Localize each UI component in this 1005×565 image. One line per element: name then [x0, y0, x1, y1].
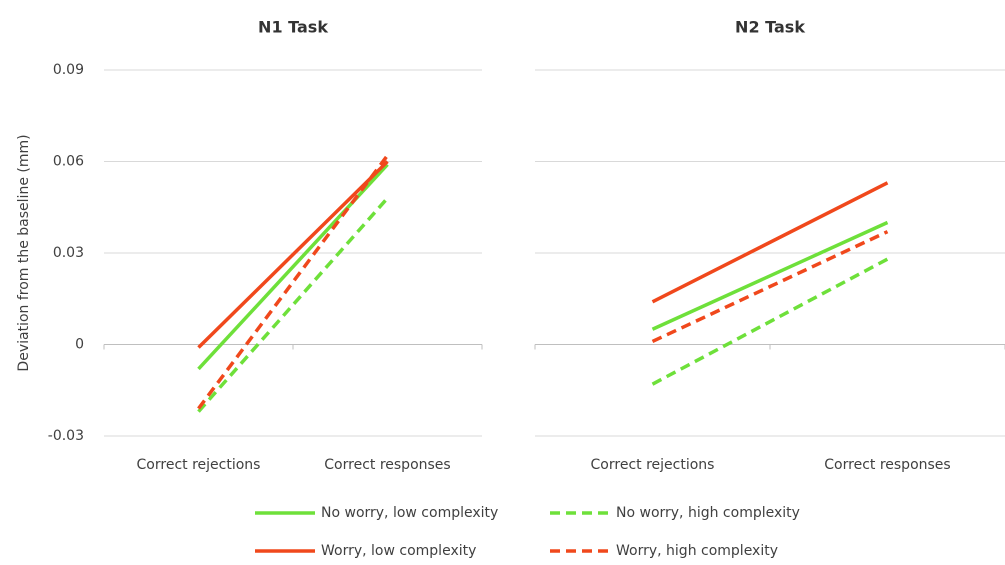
- series-line: [197, 160, 389, 349]
- y-tick-label: 0: [75, 337, 84, 353]
- legend-label: No worry, high complexity: [616, 505, 800, 521]
- series-line: [651, 230, 889, 344]
- y-axis-label: Deviation from the baseline (mm): [16, 134, 32, 371]
- series-line: [197, 196, 389, 413]
- series-line: [197, 154, 389, 410]
- x-tick-label: Correct responses: [824, 457, 950, 473]
- y-tick-label: 0.03: [53, 245, 84, 261]
- legend-label: No worry, low complexity: [321, 505, 498, 521]
- chart-title: N2 Task: [735, 18, 805, 37]
- chart-title: N1 Task: [258, 18, 328, 37]
- legend-label: Worry, high complexity: [616, 543, 778, 559]
- y-tick-label: -0.03: [48, 428, 84, 444]
- x-tick-label: Correct responses: [324, 457, 450, 473]
- x-tick-label: Correct rejections: [137, 457, 261, 473]
- y-tick-label: 0.06: [53, 154, 84, 170]
- series-line: [651, 181, 889, 304]
- series-line: [651, 220, 889, 331]
- series-line: [651, 257, 889, 386]
- legend-label: Worry, low complexity: [321, 543, 476, 559]
- series-line: [197, 163, 389, 371]
- y-tick-label: 0.09: [53, 62, 84, 78]
- x-tick-label: Correct rejections: [591, 457, 715, 473]
